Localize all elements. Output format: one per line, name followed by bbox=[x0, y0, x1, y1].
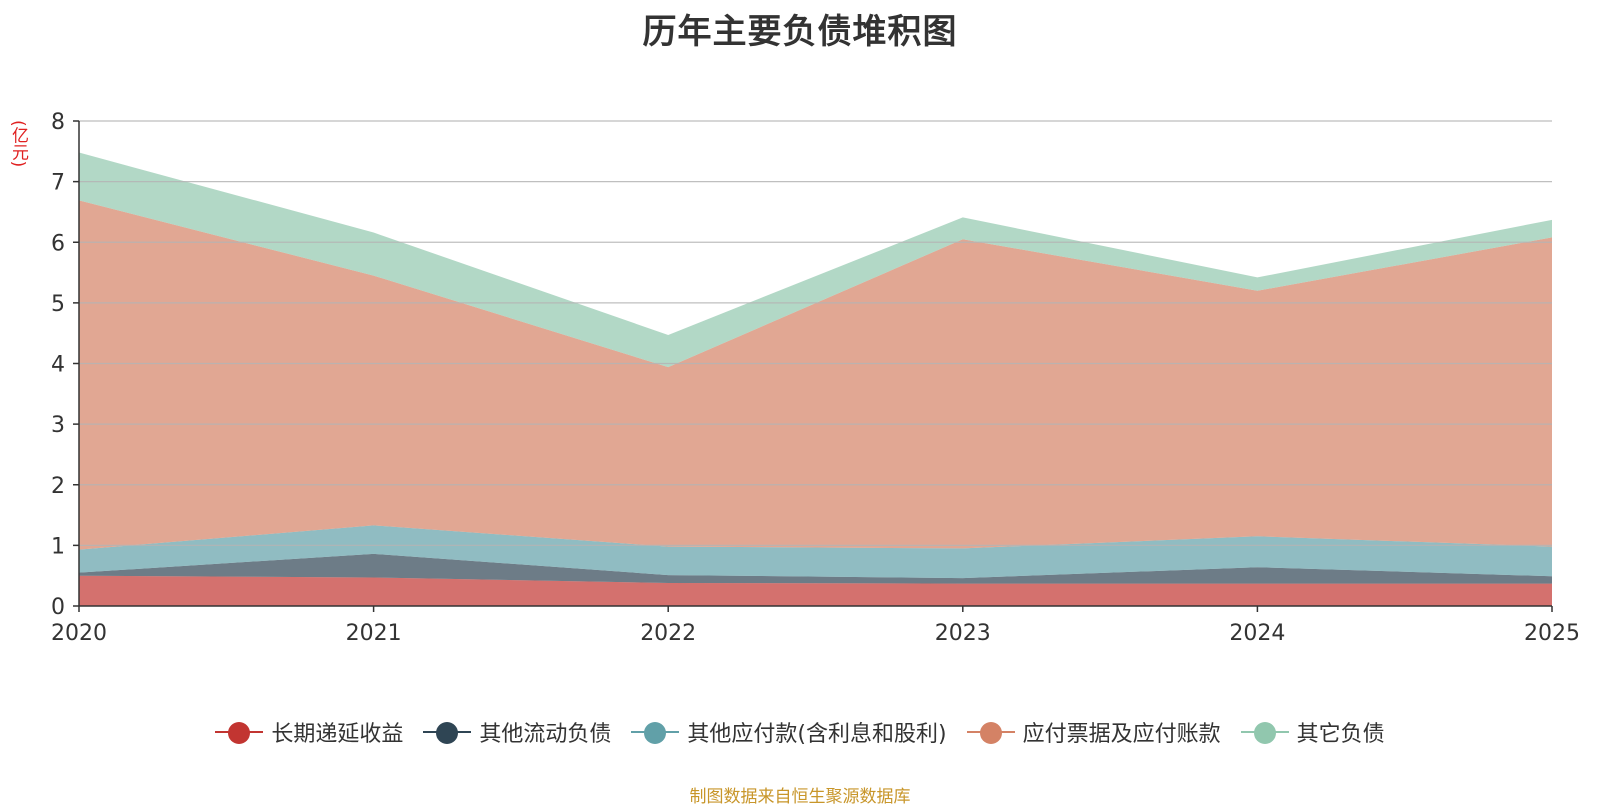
x-tick-label-0: 2020 bbox=[51, 621, 107, 646]
legend-item-4[interactable]: 其它负债 bbox=[1240, 716, 1385, 748]
y-tick-label-3: 3 bbox=[51, 413, 65, 438]
x-tick-label-1: 2021 bbox=[346, 621, 402, 646]
y-tick-label-2: 2 bbox=[51, 474, 65, 499]
chart-title: 历年主要负债堆积图 bbox=[642, 12, 958, 52]
y-tick-label-5: 5 bbox=[51, 292, 65, 317]
legend-item-3[interactable]: 应付票据及应付账款 bbox=[966, 716, 1221, 748]
y-tick-label-0: 0 bbox=[51, 595, 65, 620]
area-series-1 bbox=[79, 553, 1552, 584]
y-tick-label-6: 6 bbox=[51, 231, 65, 256]
legend-marker-icon bbox=[966, 722, 1015, 744]
y-tick-label-7: 7 bbox=[51, 171, 65, 196]
legend-marker-icon bbox=[631, 722, 680, 744]
x-tick-label-4: 2024 bbox=[1229, 621, 1285, 646]
legend-dot-icon bbox=[979, 722, 1002, 744]
legend-marker-icon bbox=[215, 722, 264, 744]
legend-item-2[interactable]: 其他应付款(含利息和股利) bbox=[631, 716, 947, 748]
legend-dot-icon bbox=[1253, 722, 1276, 744]
legend-label: 长期递延收益 bbox=[271, 722, 404, 747]
area-series-4 bbox=[79, 152, 1552, 368]
y-tick-label-1: 1 bbox=[51, 534, 65, 559]
legend-label: 应付票据及应付账款 bbox=[1022, 722, 1221, 747]
legend-label: 其他应付款(含利息和股利) bbox=[687, 722, 947, 747]
y-tick-label-4: 4 bbox=[51, 353, 65, 378]
legend-marker-icon bbox=[1240, 722, 1289, 744]
y-tick-label-8: 8 bbox=[51, 110, 65, 135]
legend-item-1[interactable]: 其他流动负债 bbox=[423, 716, 611, 748]
x-tick-label-5: 2025 bbox=[1524, 621, 1580, 646]
legend-dot-icon bbox=[644, 722, 667, 744]
legend-label: 其他流动负债 bbox=[479, 722, 612, 747]
y-axis-unit-label: (亿元) bbox=[8, 120, 28, 168]
x-tick-label-2: 2022 bbox=[640, 621, 696, 646]
legend-dot-icon bbox=[228, 722, 251, 744]
area-series-3 bbox=[79, 200, 1552, 550]
area-series-0 bbox=[79, 575, 1552, 606]
source-note: 制图数据来自恒生聚源数据库 bbox=[689, 787, 911, 807]
area-series-2 bbox=[79, 525, 1552, 579]
legend-marker-icon bbox=[423, 722, 472, 744]
legend-label: 其它负债 bbox=[1296, 722, 1385, 747]
legend: 长期递延收益 其他流动负债 其他应付款(含利息和股利) 应付票据及应付账款 其它负债 bbox=[0, 716, 1600, 748]
x-tick-label-3: 2023 bbox=[935, 621, 991, 646]
legend-item-0[interactable]: 长期递延收益 bbox=[215, 716, 403, 748]
legend-dot-icon bbox=[436, 722, 459, 744]
